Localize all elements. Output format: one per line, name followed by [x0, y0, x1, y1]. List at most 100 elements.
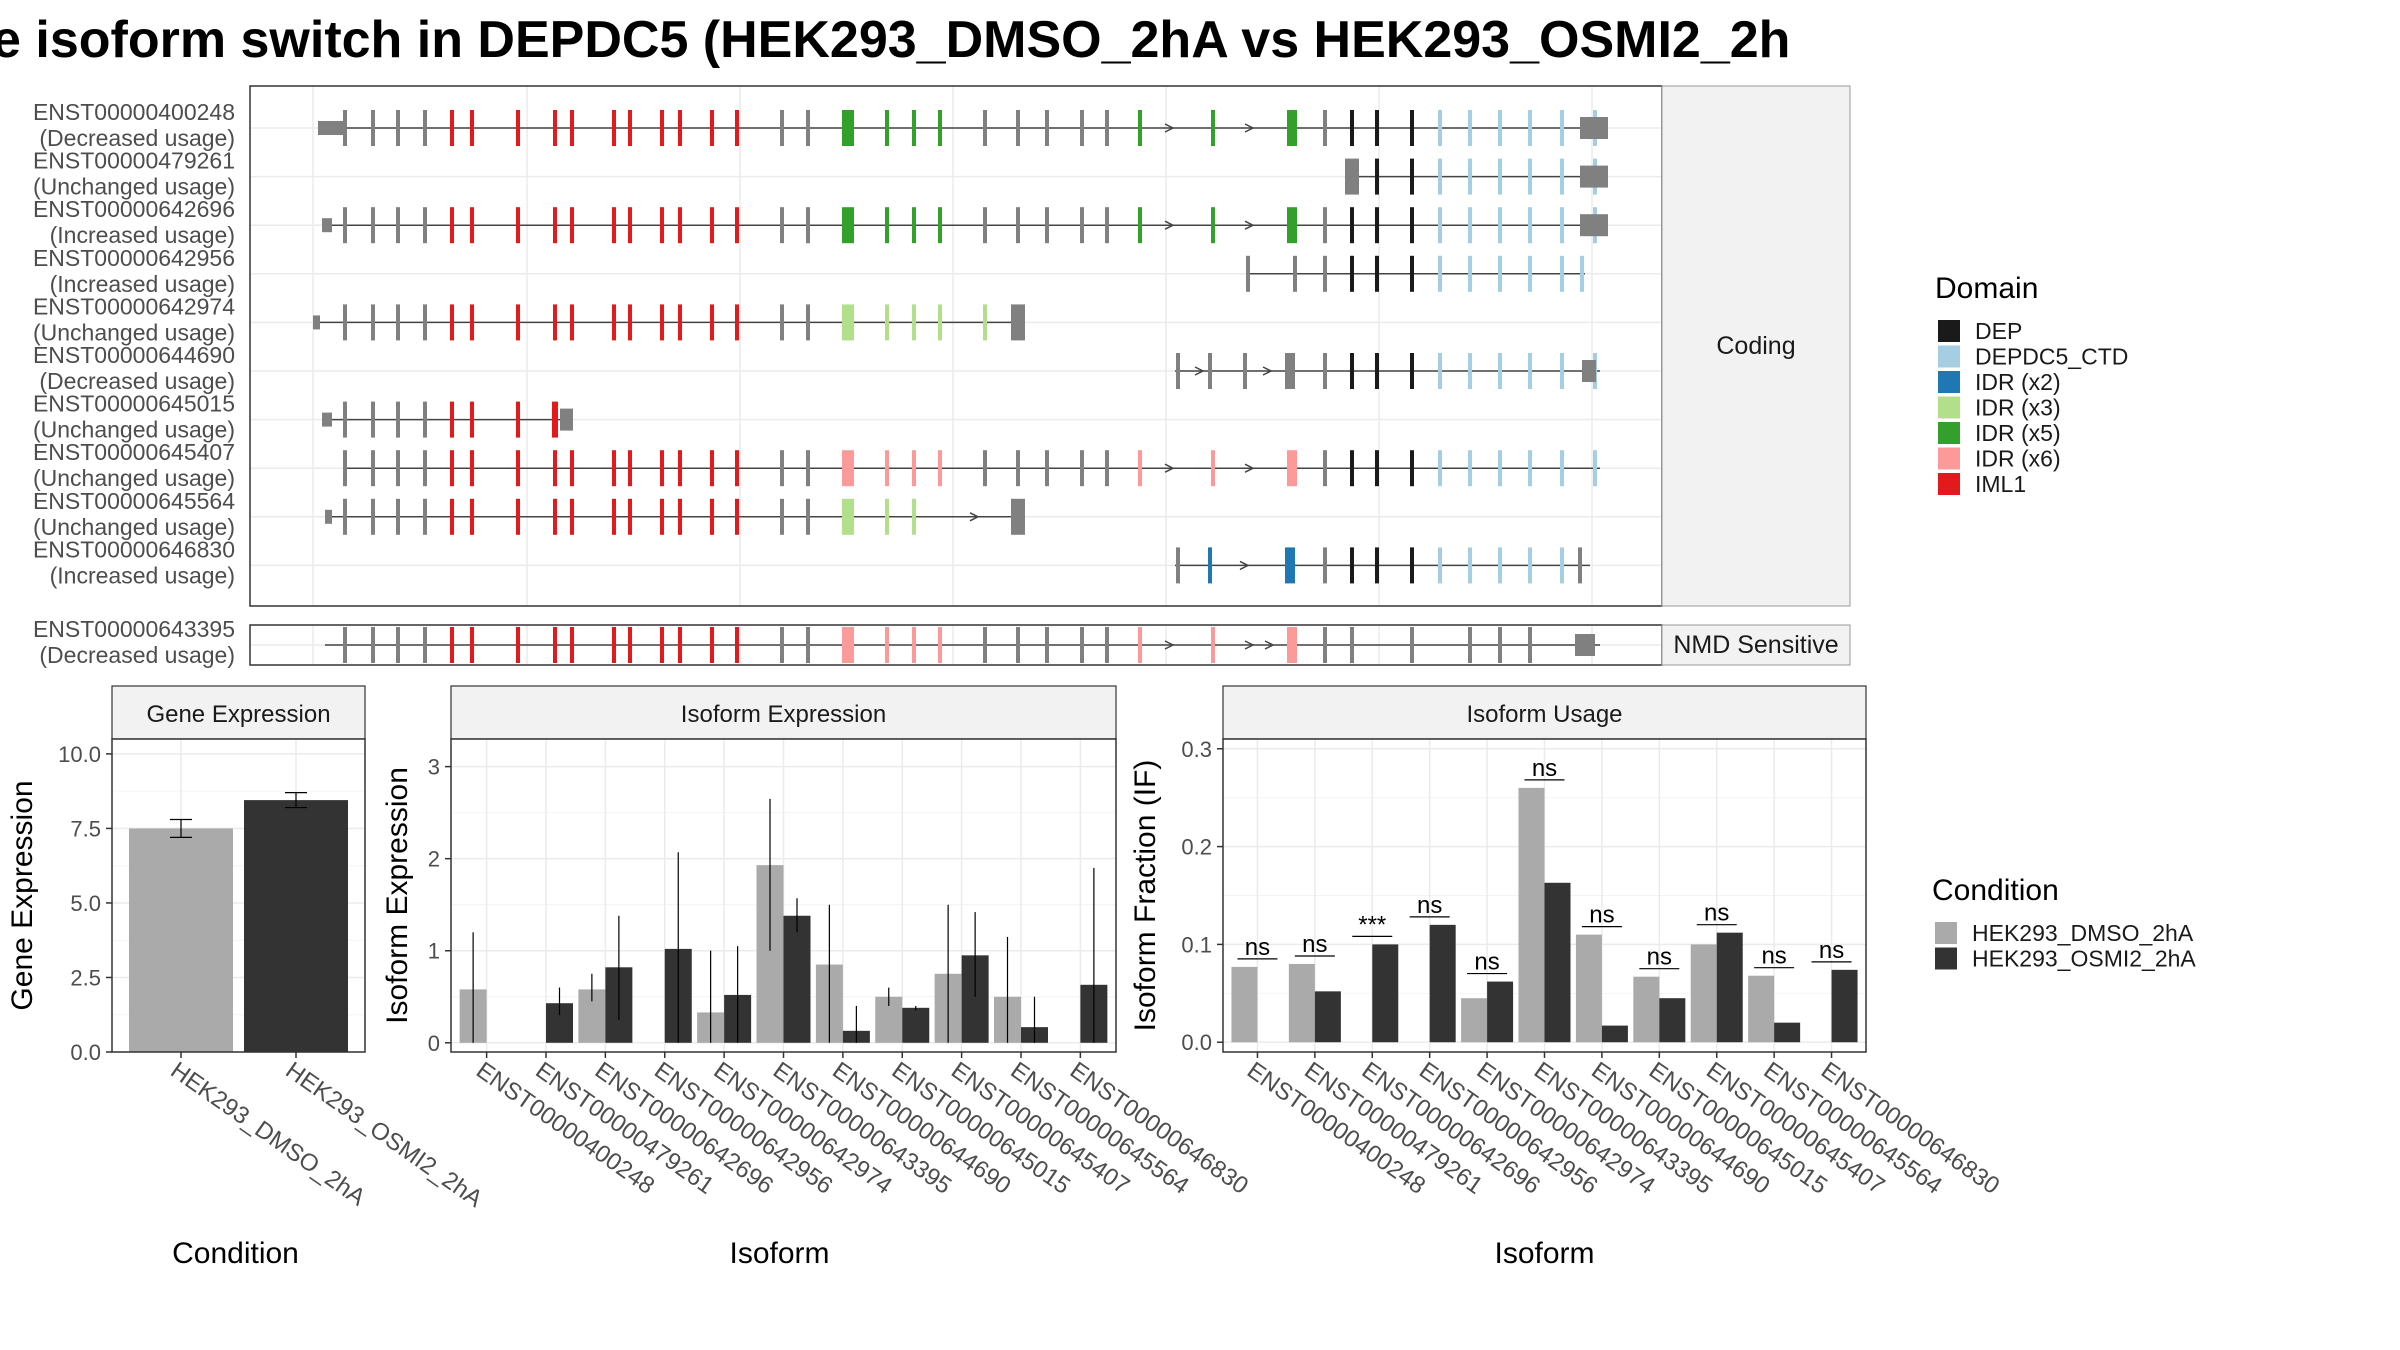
exon-block: [371, 207, 375, 244]
exon-block: [1323, 353, 1327, 389]
nmd-strip: [1661, 624, 1851, 666]
exon-block: [516, 450, 520, 487]
direction-arrow: [1194, 366, 1205, 376]
exon-block: [1045, 627, 1049, 663]
exon-block: [806, 627, 810, 663]
bar: [1748, 975, 1775, 1043]
exon-block: [1498, 158, 1502, 195]
direction-arrow: [1244, 123, 1255, 133]
exon-block: [1293, 255, 1297, 292]
exon-block: [1438, 207, 1442, 244]
exon-block: [1375, 207, 1379, 244]
direction-arrow: [1164, 220, 1175, 230]
exon-block: [450, 450, 454, 487]
exon-block: [450, 498, 454, 535]
legend-key: [1935, 947, 1957, 970]
exon-block: [983, 627, 987, 663]
exon-block: [1243, 353, 1247, 389]
exon-block: [1375, 353, 1379, 389]
exon-block: [570, 110, 574, 146]
y-tick-label: 0.2: [1181, 835, 1212, 860]
isoform-usage-label: (Unchanged usage): [33, 465, 235, 491]
significance-label: ns: [1302, 931, 1327, 958]
exon-block: [553, 110, 557, 146]
legend-key: [1938, 473, 1960, 495]
exon-block: [1016, 450, 1020, 487]
y-tick-label: 10.0: [58, 742, 101, 767]
exon-block: [710, 627, 714, 663]
exon-block: [612, 627, 616, 663]
exon-block: [1323, 450, 1327, 487]
bar: [1601, 1025, 1628, 1043]
exon-block: [343, 450, 347, 487]
bar: [129, 828, 233, 1052]
exon-block: [396, 450, 400, 487]
exon-block: [1468, 207, 1472, 244]
x-tick-label: HEK293_OSMI2_2hA: [281, 1057, 488, 1213]
exon-block: [371, 304, 375, 341]
legend-label: IDR (x3): [1975, 395, 2061, 421]
panel-title: Isoform Expression: [681, 701, 886, 728]
bar: [1429, 924, 1456, 1043]
x-axis-title: Isoform: [1494, 1237, 1594, 1270]
exon-block: [1410, 110, 1414, 146]
legend-label: DEP: [1975, 318, 2022, 344]
exon-block: [1410, 255, 1414, 292]
exon-block: [1375, 450, 1379, 487]
legend-label: HEK293_DMSO_2hA: [1972, 920, 2194, 946]
coding-panel-bg: [249, 85, 1663, 607]
exon-block: [806, 450, 810, 487]
significance-label: ***: [1358, 911, 1386, 938]
panel-strip: [1222, 685, 1867, 740]
y-axis-title: Gene Expression: [6, 780, 39, 1010]
domain-legend-title: Domain: [1935, 272, 2038, 305]
exon-block: [450, 207, 454, 244]
exon-block: [1287, 627, 1297, 663]
nmd-strip-label: NMD Sensitive: [1673, 631, 1838, 659]
exon-block: [780, 627, 784, 663]
exon-block: [1080, 110, 1084, 146]
transcript-track: [1345, 158, 1608, 195]
y-tick-label: 1: [428, 939, 440, 964]
transcript-track: [1175, 547, 1590, 584]
utr-block: [560, 408, 573, 431]
exon-block: [628, 627, 632, 663]
exon-block: [371, 498, 375, 535]
exon-block: [1287, 450, 1297, 487]
exon-block: [516, 627, 520, 663]
exon-block: [396, 110, 400, 146]
exon-block: [1350, 450, 1354, 487]
exon-block: [912, 110, 916, 146]
exon-block: [470, 110, 474, 146]
exon-block: [1323, 255, 1327, 292]
exon-block: [1410, 207, 1414, 244]
bar: [1461, 998, 1488, 1043]
exon-block: [396, 627, 400, 663]
exon-block: [1323, 110, 1327, 146]
exon-block: [1438, 353, 1442, 389]
legend-key: [1938, 371, 1960, 393]
isoform-id-label: ENST00000400248: [33, 99, 235, 125]
utr-block: [318, 121, 345, 135]
exon-block: [423, 110, 427, 146]
bar: [1231, 966, 1258, 1043]
legend-label: IDR (x6): [1975, 446, 2061, 472]
bar: [1314, 991, 1341, 1043]
exon-block: [842, 304, 854, 341]
exon-block: [343, 401, 347, 438]
utr-block: [325, 509, 332, 524]
exon-block: [983, 110, 987, 146]
bar: [1575, 934, 1602, 1043]
exon-block: [1560, 353, 1564, 389]
exon-block: [1468, 627, 1472, 663]
exon-block: [780, 304, 784, 341]
exon-block: [570, 498, 574, 535]
exon-block: [938, 207, 942, 244]
exon-block: [423, 207, 427, 244]
exon-block: [1468, 158, 1472, 195]
exon-block: [1350, 627, 1354, 663]
exon-block: [553, 627, 557, 663]
exon-block: [1138, 450, 1142, 487]
exon-block: [660, 207, 664, 244]
exon-block: [552, 401, 558, 438]
